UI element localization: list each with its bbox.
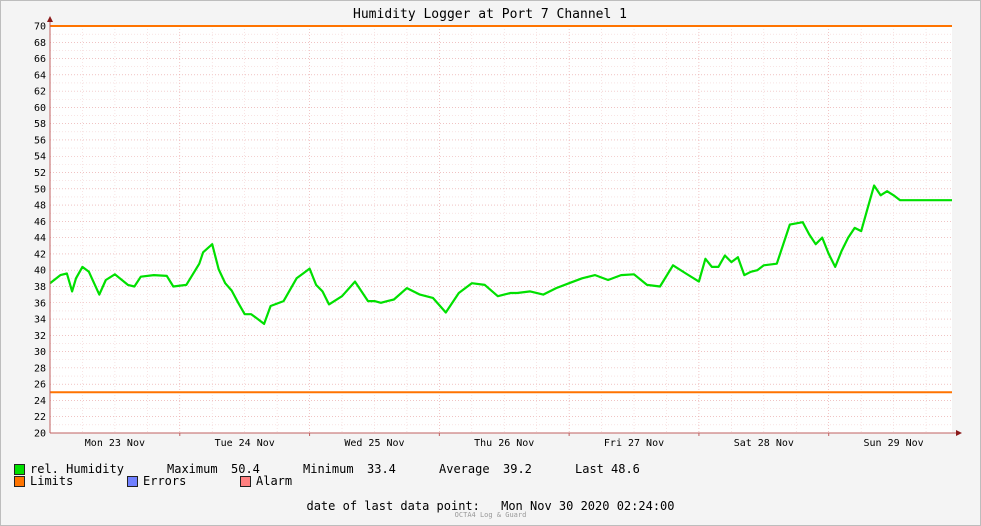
x-tick-label: Wed 25 Nov [344,438,404,449]
average-value: 39.2 [503,462,532,476]
limit-lines [50,25,952,394]
alarm-swatch [240,475,251,487]
y-tick-label: 28 [34,363,46,374]
errors-swatch [127,475,138,487]
x-tick-label: Tue 24 Nov [215,438,275,449]
y-tick-label: 34 [34,315,46,326]
y-tick-label: 48 [34,201,46,212]
axes [47,16,962,436]
x-tick-label: Mon 23 Nov [85,438,145,449]
last-data-point-value: Mon Nov 30 2020 02:24:00 [501,499,675,513]
y-tick-label: 42 [34,249,46,260]
last-data-point-label: date of last data point: [306,499,480,513]
maximum-value: 50.4 [231,462,260,476]
y-tick-label: 62 [34,87,46,98]
legend-row-humidity: rel. Humidity Maximum 50.4 Minimum 33.4 … [14,463,640,475]
y-tick-label: 70 [34,22,46,33]
watermark: OCTA4 Log & Guard [454,511,527,519]
limits-swatch [14,475,25,487]
chart-title: Humidity Logger at Port 7 Channel 1 [353,7,627,22]
y-tick-label: 54 [34,152,46,163]
y-tick-label: 68 [34,38,46,49]
y-tick-label: 36 [34,298,46,309]
y-tick-label: 52 [34,168,46,179]
y-tick-label: 46 [34,217,46,228]
x-tick-label: Fri 27 Nov [604,438,664,449]
series-line-humidity [49,184,952,325]
humidity-swatch [14,463,25,475]
y-tick-label: 38 [34,282,46,293]
average-label: Average [439,462,490,476]
x-tick-label: Sun 29 Nov [863,438,923,449]
maximum-label: Maximum [167,462,218,476]
y-tick-label: 58 [34,119,46,130]
y-tick-label: 56 [34,135,46,146]
y-axis-arrow [47,16,53,22]
y-axis-ticks: 20 22 24 26 28 30 32 34 36 38 40 42 44 46 48 50 52 54 56 58… [34,22,46,440]
alarm-label: Alarm [256,474,293,488]
y-tick-label: 50 [34,184,46,195]
y-tick-label: 40 [34,266,46,277]
y-tick-label: 64 [34,70,46,81]
y-tick-label: 44 [34,233,46,244]
legend-row-status: Limits Errors Alarm [14,475,640,487]
limits-label: Limits [30,474,74,488]
y-tick-label: 30 [34,347,46,358]
legend: rel. Humidity Maximum 50.4 Minimum 33.4 … [14,463,640,487]
series-lines [49,184,952,325]
y-tick-label: 26 [34,380,46,391]
y-tick-label: 24 [34,396,46,407]
x-axis-arrow [956,430,962,436]
y-tick-label: 66 [34,54,46,65]
y-tick-label: 60 [34,103,46,114]
y-tick-label: 22 [34,412,46,423]
y-tick-label: 20 [34,429,46,440]
minimum-label: Minimum [303,462,354,476]
x-tick-label: Thu 26 Nov [474,438,534,449]
last-label: Last [575,462,604,476]
minimum-value: 33.4 [367,462,396,476]
legend-series-label: rel. Humidity [30,462,124,476]
last-data-point: date of last data point: Mon Nov 30 2020… [0,499,981,513]
x-tick-label: Sat 28 Nov [734,438,794,449]
y-tick-label: 32 [34,331,46,342]
errors-label: Errors [143,474,187,488]
x-axis-ticks: Mon 23 Nov Tue 24 Nov Wed 25 Nov Thu 26 Nov… [85,433,924,449]
last-value: 48.6 [611,462,640,476]
